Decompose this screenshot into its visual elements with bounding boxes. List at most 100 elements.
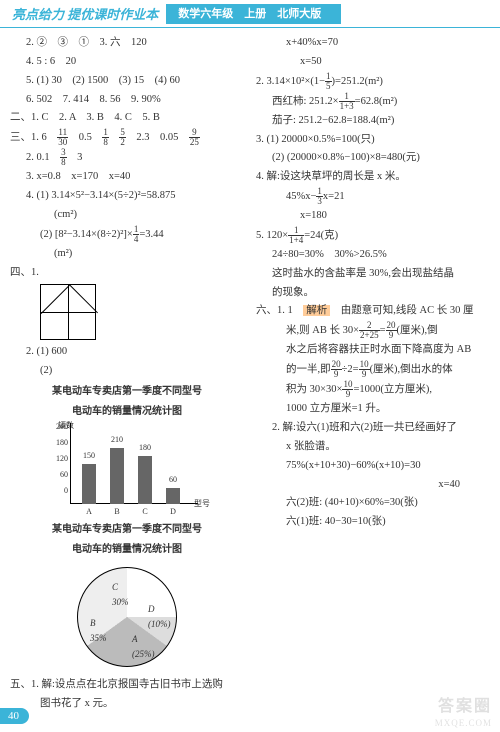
- xlabel: 型号: [194, 497, 210, 511]
- bar-value: 150: [83, 449, 95, 463]
- t: 0.5: [68, 132, 102, 143]
- text-line: (cm²): [10, 206, 244, 224]
- ytick: 240: [52, 420, 68, 434]
- bar-value: 60: [169, 473, 177, 487]
- pie-label: D(10%): [148, 602, 171, 633]
- t: x=21: [323, 191, 345, 202]
- text-line: 六(2)班: (40+10)×60%=30(张): [256, 494, 490, 512]
- text-line: 积为 30×30×109=1000(立方厘米),: [256, 380, 490, 399]
- text-line: x=180: [256, 207, 490, 225]
- t: =62.8(m²): [355, 96, 398, 107]
- text-line: 2. (1) 600: [10, 343, 244, 361]
- section-5: 五、1. 解:设点点在北京报国寺古旧书市上选购: [10, 676, 244, 694]
- t: =3.44: [139, 229, 163, 240]
- text-line: 2. 0.1 38 3: [10, 148, 244, 167]
- page-header: 亮点给力 提优课时作业本 数学六年级 上册 北师大版: [0, 0, 500, 28]
- text-line: 茄子: 251.2−62.8=188.4(m²): [256, 112, 490, 130]
- text-line: 4. 解:设这块草坪的周长是 x 米。: [256, 168, 490, 186]
- t: 45%x−: [286, 191, 316, 202]
- t: 积为 30×30×: [286, 384, 342, 395]
- text-line: (2): [10, 362, 244, 380]
- bar-label: A: [86, 505, 92, 519]
- right-column: x+40%x=70 x=50 2. 3.14×10²×(1−15)=251.2(…: [250, 34, 490, 714]
- t: =24(克): [304, 230, 338, 241]
- t: 由题意可知,线段 AC 长 30 厘: [330, 305, 473, 316]
- t: 的一半,即: [286, 364, 331, 375]
- bar-label: C: [142, 505, 147, 519]
- t: 2.3 0.05: [126, 132, 189, 143]
- pie-chart-title: 某电动车专卖店第一季度不同型号: [10, 521, 244, 538]
- bar: [138, 456, 152, 504]
- text-line: x=40: [256, 476, 490, 494]
- bar: [110, 448, 124, 504]
- section-2: 二、1. C 2. A 3. B 4. C 5. B: [10, 109, 244, 127]
- ytick: 60: [52, 468, 68, 482]
- ytick: 180: [52, 436, 68, 450]
- t: 3: [67, 152, 83, 163]
- ytick: 0: [52, 484, 68, 498]
- text-line: 45%x−13x=21: [256, 187, 490, 206]
- text-line: 2. 3.14×10²×(1−15)=251.2(m²): [256, 72, 490, 91]
- text-line: 这时盐水的含盐率是 30%,会出现盐结晶: [256, 265, 490, 283]
- bar-chart-title: 某电动车专卖店第一季度不同型号: [10, 383, 244, 400]
- text-line: 75%(x+10+30)−60%(x+10)=30: [256, 457, 490, 475]
- t: (厘米),倒: [397, 325, 438, 336]
- t: 六、1. 1: [256, 305, 303, 316]
- text-line: (2) (20000×0.8%−100)×8=480(元): [256, 149, 490, 167]
- header-left: 亮点给力 提优课时作业本: [0, 4, 158, 23]
- ytick: 120: [52, 452, 68, 466]
- header-right: 数学六年级 上册 北师大版: [166, 4, 341, 24]
- pie-chart: A(25%) B35% C30% D(10%): [72, 562, 182, 672]
- text-line: 5. (1) 30 (2) 1500 (3) 15 (4) 60: [10, 72, 244, 90]
- text-line: 图书花了 x 元。: [10, 695, 244, 713]
- watermark-url: MXQE.COM: [435, 718, 492, 728]
- bar-chart: 辆数 0 60 120 180 240 150 A 210 B 180 C 60…: [52, 423, 202, 518]
- pie-label: B35%: [90, 616, 107, 647]
- text-line: x+40%x=70: [256, 34, 490, 52]
- text-line: 六(1)班: 40−30=10(张): [256, 513, 490, 531]
- t: [109, 132, 120, 143]
- t: (厘米),倒出水的体: [370, 364, 453, 375]
- text-line: 6. 502 7. 414 8. 56 9. 90%: [10, 91, 244, 109]
- text-line: x 张脸谱。: [256, 438, 490, 456]
- text-line: 的现象。: [256, 284, 490, 302]
- t: )=251.2(m²): [332, 76, 383, 87]
- section-4: 四、1.: [10, 264, 244, 282]
- text-line: 4. (1) 3.14×5²−3.14×(5÷2)²=58.875: [10, 187, 244, 205]
- t: ÷2=: [342, 364, 359, 375]
- text-line: 4. 5 : 6 20: [10, 53, 244, 71]
- section-6: 六、1. 1 解析 由题意可知,线段 AC 长 30 厘: [256, 302, 490, 320]
- text-line: 2. ② ③ ① 3. 六 120: [10, 34, 244, 52]
- text-line: 水之后将容器扶正时水面下降高度为 AB: [256, 341, 490, 359]
- pie-label: A(25%): [132, 632, 155, 663]
- bar-label: D: [170, 505, 176, 519]
- pie-chart-title2: 电动车的销量情况统计图: [10, 541, 244, 558]
- text-line: 3. x=0.8 x=170 x=40: [10, 168, 244, 186]
- t: (2) [8²−3.14×(8÷2)²]×: [40, 229, 133, 240]
- t: 西红柿: 251.2×: [272, 96, 339, 107]
- text-line: 5. 120×11+4=24(克): [256, 226, 490, 245]
- square-diagram: [40, 284, 96, 340]
- bar-value: 210: [111, 433, 123, 447]
- bar-label: B: [114, 505, 119, 519]
- t: 米,则 AB 长 30×: [286, 325, 359, 336]
- text-line: 米,则 AB 长 30×22+25=209(厘米),倒: [256, 321, 490, 340]
- left-column: 2. ② ③ ① 3. 六 120 4. 5 : 6 20 5. (1) 30 …: [10, 34, 250, 714]
- t: 三、1. 6: [10, 132, 57, 143]
- section-3: 三、1. 6 1130 0.5 18 52 2.3 0.05 925: [10, 128, 244, 147]
- text-line: x=50: [256, 53, 490, 71]
- t: 5. 120×: [256, 230, 288, 241]
- t: 2. 3.14×10²×(1−: [256, 76, 325, 87]
- highlight: 解析: [303, 305, 330, 316]
- text-line: (m²): [10, 245, 244, 263]
- watermark: 答案圈: [438, 692, 492, 716]
- content: 2. ② ③ ① 3. 六 120 4. 5 : 6 20 5. (1) 30 …: [0, 28, 500, 714]
- t: =1000(立方厘米),: [353, 384, 432, 395]
- bar: [82, 464, 96, 504]
- text-line: 24÷80=30% 30%>26.5%: [256, 246, 490, 264]
- text-line: 的一半,即209÷2=109(厘米),倒出水的体: [256, 360, 490, 379]
- page-number: 40: [0, 708, 29, 724]
- text-line: 2. 解:设六(1)班和六(2)班一共已经画好了: [256, 419, 490, 437]
- text-line: 3. (1) 20000×0.5%=100(只): [256, 131, 490, 149]
- pie-label: C30%: [112, 580, 129, 611]
